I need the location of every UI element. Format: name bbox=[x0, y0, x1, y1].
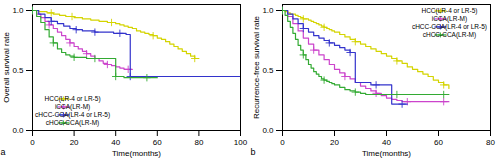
svg-text:1.0: 1.0 bbox=[12, 6, 24, 15]
svg-text:cHCC-CCA(LR-M): cHCC-CCA(LR-M) bbox=[46, 119, 99, 127]
svg-text:40: 40 bbox=[382, 138, 391, 147]
svg-text:iCCA(LR-M): iCCA(LR-M) bbox=[432, 15, 467, 23]
svg-text:cHCC-CCA(LR-4 or LR-5): cHCC-CCA(LR-4 or LR-5) bbox=[412, 23, 487, 31]
svg-text:cHCC-CCA(LR-M): cHCC-CCA(LR-M) bbox=[423, 31, 476, 39]
svg-text:0.0: 0.0 bbox=[12, 126, 24, 135]
svg-text:0.5: 0.5 bbox=[12, 66, 24, 75]
svg-text:0: 0 bbox=[280, 138, 285, 147]
svg-text:iCCA(LR-M): iCCA(LR-M) bbox=[55, 103, 90, 111]
svg-text:0: 0 bbox=[30, 138, 35, 147]
svg-text:0.5: 0.5 bbox=[262, 66, 274, 75]
svg-text:cHCC-CCA(LR-4 or LR-5): cHCC-CCA(LR-4 or LR-5) bbox=[35, 111, 110, 119]
svg-text:1.0: 1.0 bbox=[262, 6, 274, 15]
svg-text:60: 60 bbox=[153, 138, 162, 147]
svg-text:20: 20 bbox=[70, 138, 79, 147]
svg-text:HCC(LR-4 or LR-5): HCC(LR-4 or LR-5) bbox=[45, 95, 101, 103]
svg-text:40: 40 bbox=[111, 138, 120, 147]
svg-text:100: 100 bbox=[234, 138, 248, 147]
svg-text:Recurrence-free survival rate: Recurrence-free survival rate bbox=[252, 15, 261, 119]
svg-text:80: 80 bbox=[486, 138, 495, 147]
svg-text:a: a bbox=[0, 147, 5, 157]
svg-text:60: 60 bbox=[434, 138, 443, 147]
svg-text:Overall survival rate: Overall survival rate bbox=[2, 32, 11, 103]
svg-text:80: 80 bbox=[194, 138, 203, 147]
svg-text:HCC(LR-4 or LR-5): HCC(LR-4 or LR-5) bbox=[421, 7, 477, 15]
svg-text:20: 20 bbox=[330, 138, 339, 147]
svg-text:Time(months): Time(months) bbox=[362, 149, 411, 158]
svg-text:Time(months): Time(months) bbox=[112, 149, 161, 158]
svg-text:0.0: 0.0 bbox=[262, 126, 274, 135]
svg-text:b: b bbox=[250, 147, 255, 157]
